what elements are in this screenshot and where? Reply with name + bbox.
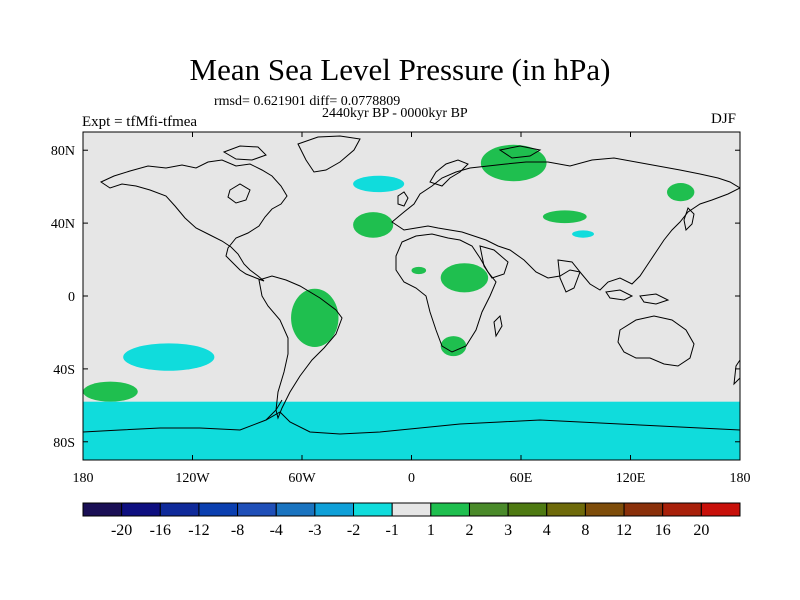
coastline-antarctica [83, 411, 740, 435]
x-tick-label: 60W [288, 471, 316, 486]
y-tick-label: 80N [51, 144, 75, 159]
coastline-madagascar [493, 314, 503, 338]
y-tick-label: 80S [53, 436, 75, 451]
x-tick-label: 180 [730, 471, 751, 486]
anomaly-region-asia-small-negative [572, 230, 594, 238]
anomaly-region-south-pacific-positive [83, 381, 138, 402]
colorbar-label: 8 [581, 522, 589, 539]
colorbar-label: -12 [188, 522, 209, 539]
colorbar-swatch [546, 502, 586, 517]
colorbar: -20 -16 -12 -8 -4 -3 -2 -1 1 2 3 4 8 12 16 20 [82, 502, 741, 539]
coastline-australia [617, 315, 695, 367]
colorbar-label: -3 [308, 522, 321, 539]
colorbar-swatch [275, 502, 316, 517]
y-tick-label: 40S [53, 363, 75, 378]
anomaly-region-southern-africa-positive [440, 336, 467, 357]
colorbar-label: -4 [270, 522, 283, 539]
colorbar-swatch [623, 502, 664, 517]
coastline-indonesia [605, 289, 670, 305]
coastline-new-zealand [733, 359, 740, 386]
period-text: 2440kyr BP - 0000kyr BP [322, 106, 468, 121]
colorbar-label: 1 [427, 522, 435, 539]
x-tick-label: 120E [616, 471, 646, 486]
colorbar-swatch [237, 502, 277, 517]
coastline-scandinavia [429, 159, 469, 187]
colorbar-swatch [353, 502, 393, 517]
coastline-africa [395, 233, 497, 353]
coastline-greenland [297, 135, 361, 173]
coastline-siberia-north [498, 145, 542, 159]
colorbar-swatch [430, 502, 470, 517]
colorbar-label: -20 [111, 522, 132, 539]
x-tick-label: 60E [510, 471, 533, 486]
colorbar-label: -2 [347, 522, 360, 539]
y-tick-label: 0 [68, 290, 75, 305]
y-tick-label: 40N [51, 217, 75, 232]
chart-title: Mean Sea Level Pressure (in hPa) [189, 52, 611, 87]
coastline-hudson-bay [227, 183, 251, 204]
colorbar-swatch [507, 502, 548, 517]
anomaly-region-southeast-pacific-negative [123, 343, 215, 371]
coastline-south-america [258, 275, 343, 420]
colorbar-swatch [584, 502, 625, 517]
experiment-label: Expt = tfMfi-tfmea [82, 114, 198, 130]
colorbar-swatch [700, 502, 741, 517]
anomaly-region-central-asia-positive [542, 210, 587, 224]
anomaly-region-iceland-negative [353, 175, 405, 193]
map-axes: 180 120W 60W 0 60E 120E 180 80N 40N 0 40S 80S [51, 132, 751, 486]
colorbar-label: 2 [465, 522, 473, 539]
colorbar-label: 20 [693, 522, 709, 539]
x-tick-label: 180 [73, 471, 94, 486]
anomaly-region-sahel-positive [411, 266, 427, 275]
anomaly-region-southern-ocean-negative-band [83, 401, 740, 460]
colorbar-label: -16 [150, 522, 171, 539]
anomaly-region-central-africa-positive [440, 263, 489, 293]
colorbar-label: -1 [386, 522, 399, 539]
anomaly-region-south-america-positive [291, 288, 339, 348]
coastline-north-america [99, 159, 288, 282]
colorbar-swatch [121, 502, 161, 517]
coastline-arabia [479, 245, 509, 279]
colorbar-swatch [314, 502, 355, 517]
anomaly-region-north-atlantic-azores-positive [353, 212, 394, 238]
colorbar-swatch [391, 502, 432, 517]
stats-text: rmsd= 0.621901 diff= 0.0778809 [214, 94, 401, 109]
coastline-india [557, 259, 581, 293]
colorbar-label: 16 [655, 522, 671, 539]
coastline-eurasia [391, 157, 740, 291]
colorbar-swatch [662, 502, 702, 517]
x-tick-label: 0 [408, 471, 415, 486]
colorbar-swatch [468, 502, 509, 517]
season-label: DJF [711, 111, 737, 127]
coastline-japan [683, 207, 695, 232]
colorbar-label: 4 [543, 522, 551, 539]
coastline-british-isles [397, 191, 409, 207]
colorbar-swatch [198, 502, 239, 517]
colorbar-swatch [159, 502, 200, 517]
colorbar-label: 12 [616, 522, 632, 539]
anomaly-region-east-siberia-positive [667, 183, 695, 202]
coastline-arctic-islands [222, 145, 267, 161]
colorbar-label: -8 [231, 522, 244, 539]
colorbar-swatch [82, 502, 123, 517]
colorbar-label: 3 [504, 522, 512, 539]
x-tick-label: 120W [175, 471, 210, 486]
coastlines [83, 135, 740, 435]
coastline-antarctic-peninsula [265, 399, 283, 421]
